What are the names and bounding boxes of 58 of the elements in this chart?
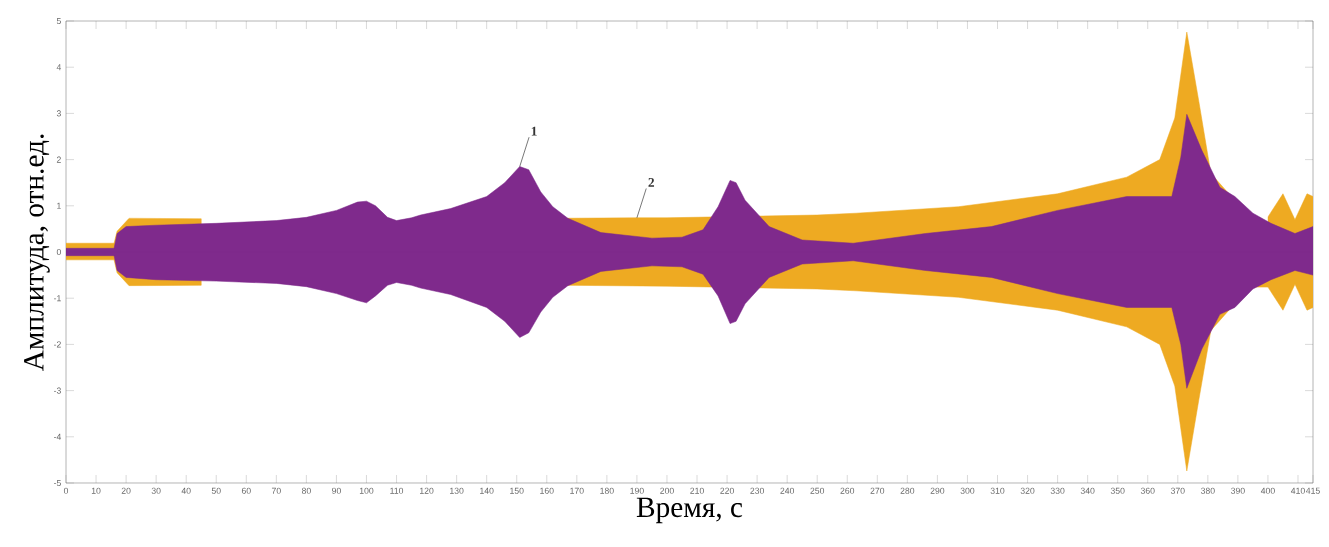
x-tick-label: 390 [1230,487,1245,494]
x-tick-label: 320 [1020,487,1035,494]
x-tick-label: 280 [900,487,915,494]
y-tick-label: -2 [53,341,61,348]
x-tick-label: 360 [1140,487,1155,494]
x-tick-label: 170 [570,487,584,494]
annotation: 1 [531,126,537,136]
x-tick-label: 60 [241,487,251,494]
y-tick-label: 1 [57,202,61,209]
x-tick-label: 330 [1050,487,1065,494]
x-tick-label: 350 [1110,487,1125,494]
x-tick-label: 160 [540,487,554,494]
x-tick-label: 400 [1260,487,1275,494]
y-tick-label: 3 [56,110,61,117]
y-tick-label: 2 [56,156,61,163]
y-tick-label: 0 [56,248,61,256]
x-tick-label: 30 [151,487,161,494]
x-tick-label: 380 [1200,487,1215,494]
x-tick-label: 340 [1080,487,1095,494]
x-tick-label: 130 [450,487,464,494]
x-tick-label: 150 [510,487,524,494]
y-tick-label: -1 [53,295,61,302]
x-tick-label: 90 [332,487,341,494]
x-tick-label: 50 [211,487,221,494]
y-axis-title: Амплитуда, отн.ед. [24,134,50,372]
x-tick-label: 110 [390,487,404,494]
x-tick-label: 300 [960,487,975,494]
x-tick-label: 20 [121,487,131,494]
x-tick-label: 220 [720,487,734,494]
y-tick-label: -5 [53,479,61,487]
x-tick-label: 250 [810,487,825,494]
annotation: 2 [648,177,655,187]
x-tick-label: 190 [630,487,644,494]
x-tick-label: 140 [480,487,494,494]
x-tick-label: 230 [750,487,764,494]
y-tick-label: -4 [53,433,62,440]
x-tick-label: 415 [1305,487,1320,494]
x-tick-label: 10 [91,487,101,494]
x-tick-label: 310 [990,487,1005,494]
y-tick-label: 4 [56,64,62,71]
x-tick-label: 200 [660,487,674,494]
x-tick-label: 70 [271,487,281,494]
y-tick-label: -3 [53,387,61,394]
x-tick-label: 120 [420,487,434,494]
x-tick-label: 100 [359,487,374,494]
x-tick-label: 270 [870,487,885,494]
x-tick-label: 370 [1170,487,1185,494]
x-tick-label: 80 [301,487,311,494]
x-tick-label: 210 [690,487,704,494]
y-tick-label: 5 [56,17,61,25]
x-tick-label: 290 [930,487,945,494]
x-tick-label: 0 [63,487,69,494]
x-tick-label: 260 [840,487,855,494]
x-tick-label: 40 [181,487,191,494]
x-tick-label: 180 [600,487,614,494]
x-tick-label: 240 [780,487,795,494]
x-tick-label: 410 [1290,487,1305,494]
x-axis-title: Время, с [636,497,743,524]
